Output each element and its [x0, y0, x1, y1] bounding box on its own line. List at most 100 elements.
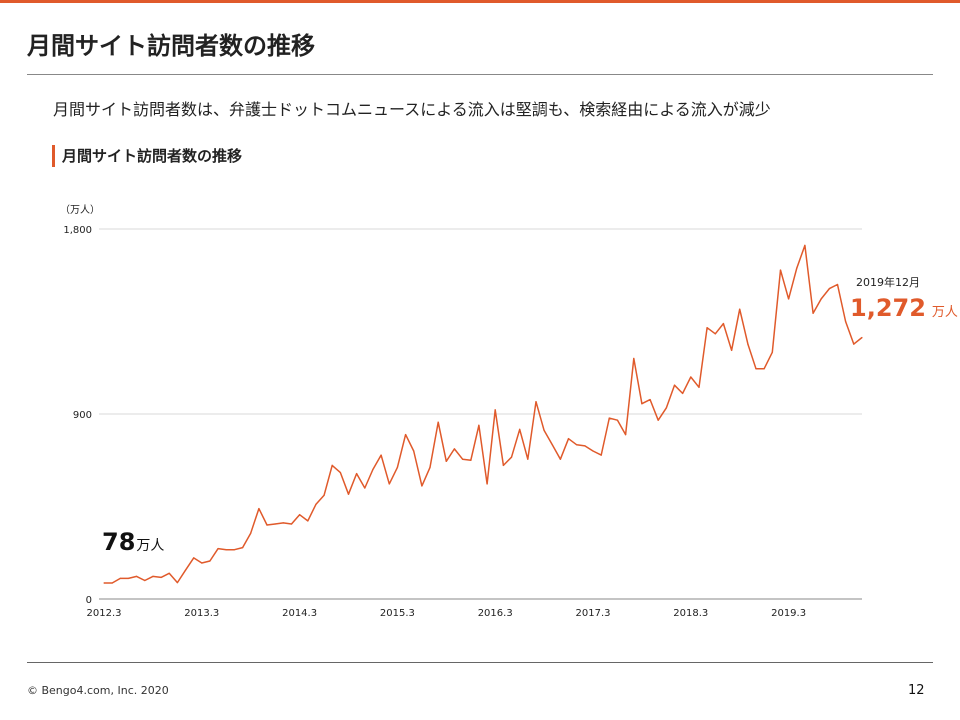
- y-axis-unit-label: （万人）: [60, 204, 100, 216]
- data-point: [567, 438, 570, 440]
- data-point: [535, 401, 537, 403]
- data-point: [315, 503, 317, 505]
- data-point: [437, 421, 439, 423]
- data-point: [421, 485, 423, 487]
- data-point: [347, 493, 350, 495]
- data-point: [356, 473, 358, 475]
- visitors-series-line: [104, 244, 863, 584]
- end-value-callout: 1,272 万人: [850, 294, 958, 322]
- page-number: 12: [908, 683, 925, 698]
- data-point: [836, 283, 839, 286]
- data-point: [372, 468, 374, 471]
- slide-subtitle: 月間サイト訪問者数は、弁護士ドットコムニュースによる流入は堅調も、検索経由による…: [53, 100, 771, 119]
- data-point: [184, 569, 187, 571]
- data-point: [739, 308, 741, 310]
- y-tick-label: 0: [86, 595, 92, 606]
- start-value: 78: [102, 528, 136, 556]
- data-point: [323, 494, 325, 496]
- data-point: [258, 508, 260, 510]
- data-point: [592, 450, 594, 452]
- data-point: [250, 532, 252, 534]
- data-point: [103, 582, 105, 584]
- data-point: [698, 386, 700, 388]
- data-point: [396, 466, 398, 468]
- data-point: [119, 577, 121, 580]
- x-tick-label: 2012.3: [87, 608, 122, 619]
- data-point: [576, 444, 578, 446]
- data-point: [233, 549, 235, 551]
- data-point: [176, 582, 178, 584]
- data-point: [282, 522, 284, 524]
- data-point: [812, 312, 814, 314]
- y-tick-label: 1,800: [63, 225, 92, 236]
- x-tick-label: 2016.3: [478, 608, 513, 619]
- data-point: [445, 460, 447, 462]
- data-point: [111, 582, 113, 584]
- data-point: [339, 472, 341, 474]
- data-point: [527, 458, 529, 460]
- data-point: [584, 445, 586, 447]
- data-point: [559, 458, 562, 460]
- data-point: [388, 483, 390, 485]
- data-point: [747, 343, 749, 345]
- data-point: [127, 577, 129, 580]
- data-point: [616, 419, 619, 421]
- x-tick-label: 2013.3: [184, 608, 219, 619]
- x-tick-label: 2015.3: [380, 608, 415, 619]
- data-point: [796, 267, 798, 269]
- data-point: [722, 323, 725, 325]
- data-point: [820, 298, 822, 300]
- end-value: 1,272: [850, 294, 926, 322]
- data-point: [543, 429, 545, 431]
- data-point: [788, 298, 790, 300]
- data-point: [804, 244, 806, 246]
- data-point: [771, 351, 773, 353]
- data-point: [690, 376, 692, 378]
- footer-divider: [27, 662, 933, 663]
- x-tick-label: 2014.3: [282, 608, 317, 619]
- data-point: [763, 368, 765, 370]
- slide-title: 月間サイト訪問者数の推移: [27, 32, 315, 60]
- copyright: © Bengo4.com, Inc. 2020: [27, 684, 169, 697]
- section-accent-bar: [52, 145, 55, 167]
- data-point: [413, 450, 415, 452]
- data-point: [641, 403, 643, 405]
- data-point: [714, 333, 716, 335]
- data-point: [201, 562, 203, 564]
- data-point: [779, 269, 782, 271]
- data-point: [290, 523, 293, 525]
- data-point: [462, 458, 464, 460]
- data-point: [649, 399, 651, 401]
- data-point: [755, 368, 757, 370]
- data-point: [657, 419, 659, 421]
- data-point: [152, 575, 154, 578]
- data-point: [331, 464, 333, 466]
- data-point: [193, 557, 195, 559]
- data-point: [625, 434, 627, 436]
- data-point: [242, 547, 244, 549]
- data-point: [845, 320, 847, 323]
- start-value-unit: 万人: [136, 538, 165, 554]
- section-heading: 月間サイト訪問者数の推移: [62, 147, 243, 165]
- data-point: [861, 336, 863, 339]
- data-point: [731, 349, 733, 351]
- x-tick-label: 2017.3: [576, 608, 611, 619]
- data-point: [266, 524, 268, 526]
- data-point: [299, 514, 301, 516]
- data-point: [633, 357, 635, 360]
- data-point: [209, 560, 211, 562]
- data-point: [144, 579, 146, 582]
- data-point: [494, 409, 496, 411]
- data-point: [136, 575, 138, 578]
- title-divider: [27, 74, 933, 75]
- data-point: [551, 444, 553, 446]
- data-point: [478, 424, 480, 426]
- top-accent-bar: [0, 0, 960, 3]
- data-point: [608, 417, 610, 419]
- data-point: [519, 428, 521, 430]
- data-point: [225, 549, 227, 551]
- data-point: [665, 407, 668, 409]
- data-point: [470, 459, 472, 461]
- data-point: [429, 466, 431, 468]
